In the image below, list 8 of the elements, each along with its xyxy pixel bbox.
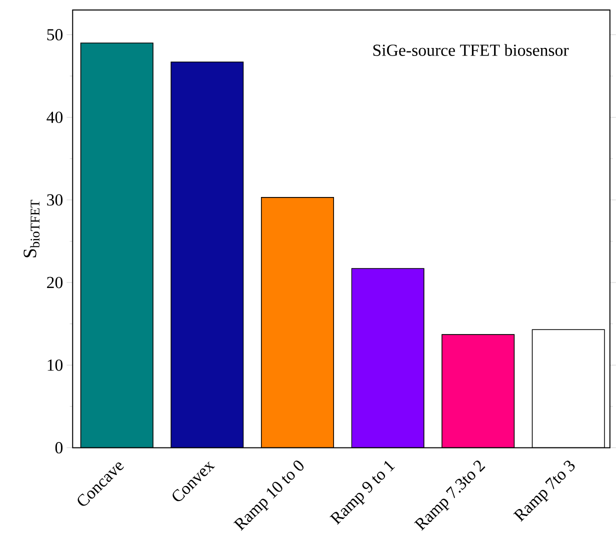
y-tick-label: 50: [47, 28, 63, 40]
y-tick-label: 20: [47, 276, 63, 288]
y-tick-label: 30: [47, 194, 63, 206]
y-tick-label: 10: [48, 359, 63, 371]
y-tick-label: 40: [46, 112, 63, 123]
annotation: SiGe-source TFET biosensor: [373, 44, 569, 56]
y-tick-label: 0: [55, 442, 63, 454]
y-axis-title: S$_{bioTFET}$: [24, 200, 40, 258]
